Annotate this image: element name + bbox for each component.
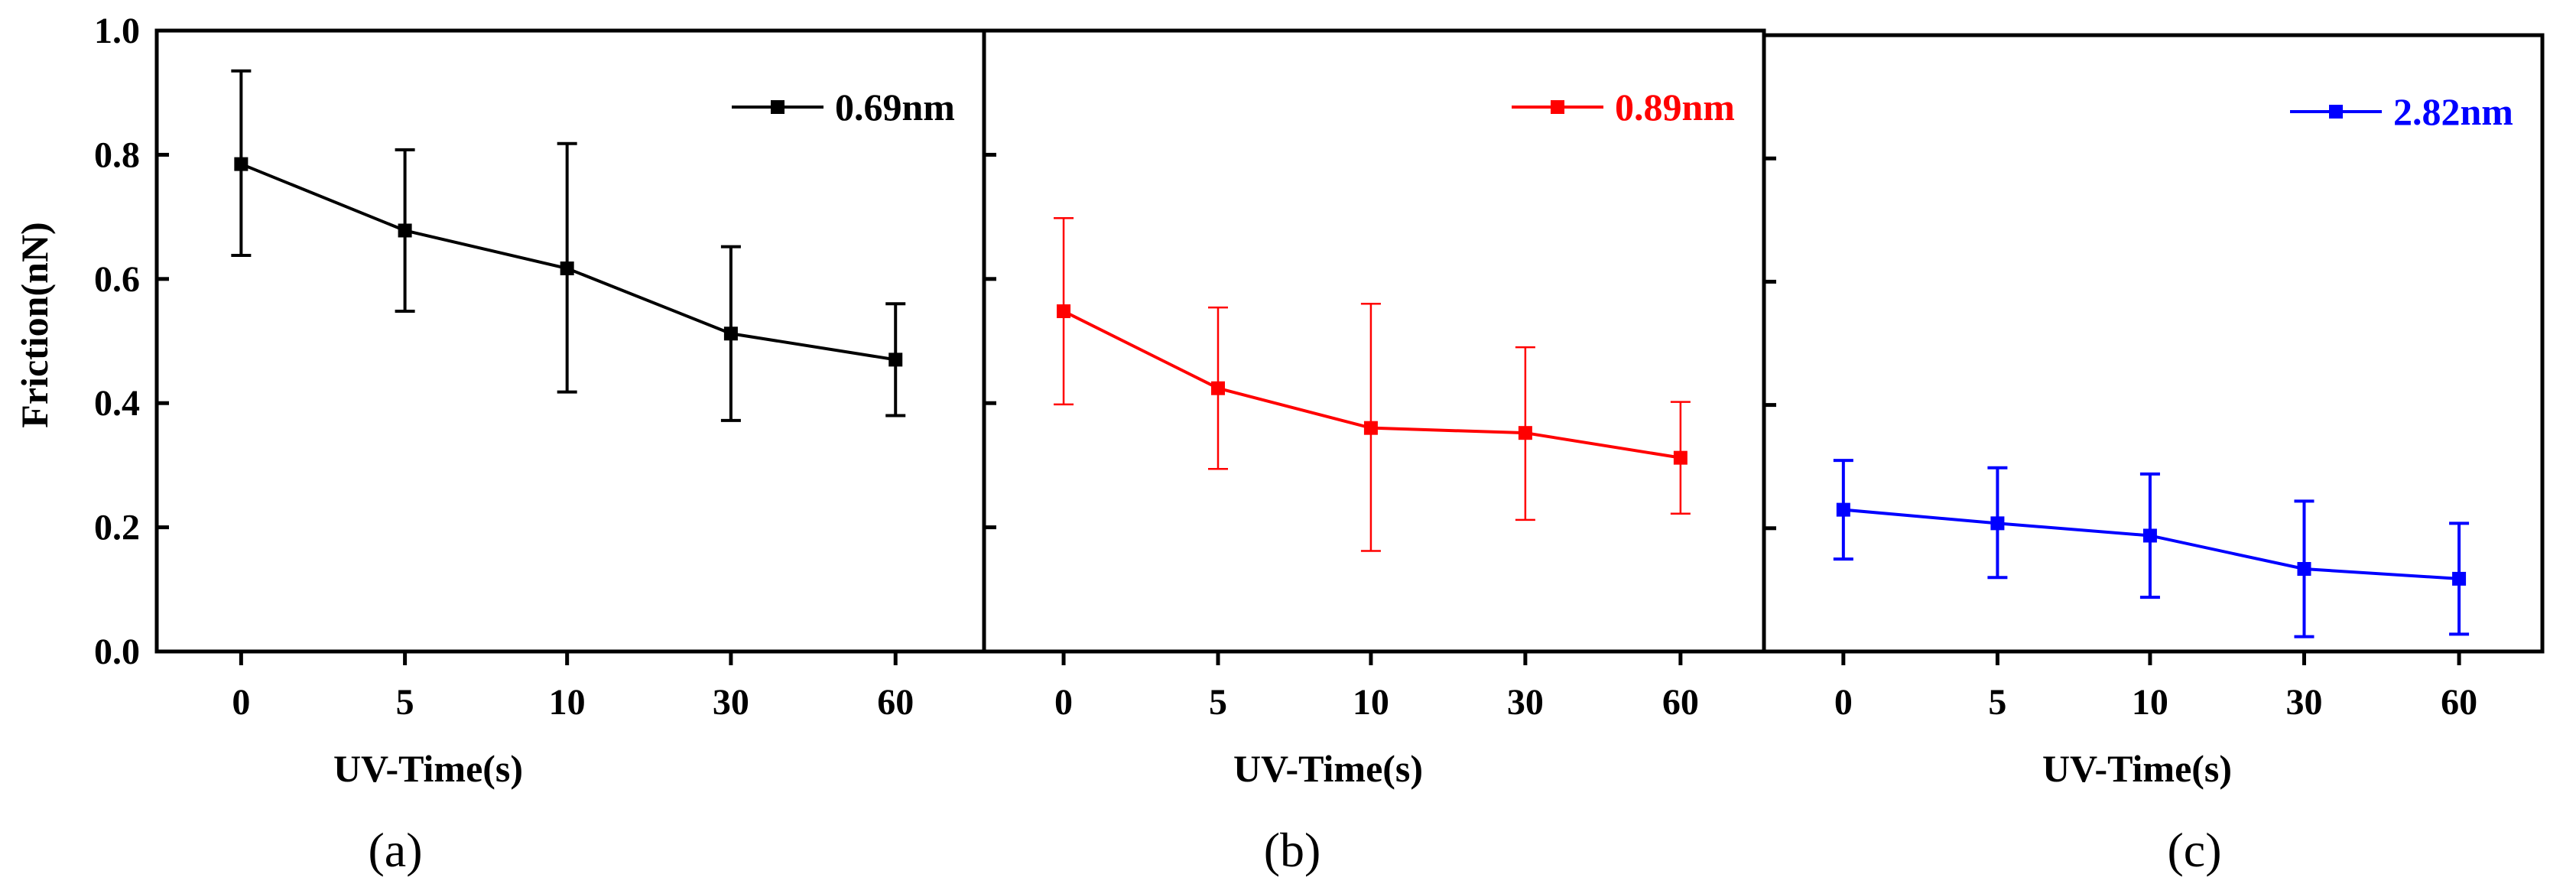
panel-a-x-tick-label: 30 <box>713 682 749 723</box>
panel-b-data-point <box>1673 450 1688 465</box>
panel-a-y-tick-label: 0.6 <box>94 259 140 300</box>
panel-b-data-point <box>1211 381 1225 395</box>
panel-a-x-tick-label: 5 <box>396 682 414 723</box>
panel-b-x-axis-title: UV-Time(s) <box>1233 747 1423 790</box>
panel-c-x-tick-label: 60 <box>2441 682 2477 723</box>
panel-c-data-point <box>1990 516 2005 531</box>
panel-b-x-tick-label: 0 <box>1054 682 1073 723</box>
panel-c-x-tick-label: 5 <box>1988 682 2006 723</box>
panel-c-x-tick-label: 30 <box>2285 682 2322 723</box>
panel-b-data-point <box>1057 304 1071 319</box>
panel-b: UV-Time(s) (b) 0 5 10 30 60 0.89nm <box>982 28 1766 877</box>
panel-c-caption: (c) <box>2167 823 2221 877</box>
panel-a-y-tick-label: 0.8 <box>94 135 140 175</box>
panel-c-legend-label: 2.82nm <box>2393 90 2513 133</box>
panel-a-data-point <box>888 353 903 367</box>
panel-b-caption: (b) <box>1264 823 1321 877</box>
panel-a-y-tick-label: 1.0 <box>94 11 140 51</box>
panel-c-legend: 2.82nm <box>2290 90 2513 133</box>
panel-a-x-axis-title: UV-Time(s) <box>333 747 523 790</box>
panel-b-legend: 0.89nm <box>1512 86 1735 128</box>
panel-a-data-point <box>398 223 412 238</box>
panel-a: UV-Time(s) (a) 0.0 0.2 0.4 0.6 0.8 1.0 0 5 10 30 6… <box>94 11 986 877</box>
panel-a-x-tick-label: 10 <box>549 682 586 723</box>
panel-b-data-point <box>1363 421 1378 435</box>
panel-c-frame <box>1762 33 2545 654</box>
panel-a-caption: (a) <box>368 823 422 877</box>
panel-a-data-point <box>560 261 574 275</box>
panel-c-legend-marker <box>2329 105 2343 119</box>
panel-a-legend-marker <box>771 100 784 114</box>
panel-a-y-tick-label: 0.4 <box>94 383 140 424</box>
panel-b-x-tick-label: 10 <box>1353 682 1389 723</box>
panel-b-data-point <box>1518 426 1532 440</box>
panel-c-data-point <box>2142 528 2157 543</box>
panel-a-y-tick-label: 0.2 <box>94 508 140 548</box>
panel-a-x-tick-label: 0 <box>232 682 250 723</box>
panel-b-x-tick-label: 5 <box>1209 682 1227 723</box>
panel-c-data-point <box>2452 571 2467 586</box>
y-axis-title: Friction(nN) <box>13 222 56 427</box>
panel-a-legend: 0.69nm <box>732 86 955 128</box>
panel-b-x-tick-label: 60 <box>1662 682 1699 723</box>
panel-c-data-point <box>2297 561 2311 576</box>
panel-a-data-point <box>723 327 738 341</box>
panel-c-data-point <box>1836 502 1850 517</box>
panel-b-x-tick-label: 30 <box>1507 682 1544 723</box>
panel-b-legend-marker <box>1551 100 1564 114</box>
panel-b-legend-label: 0.89nm <box>1615 86 1735 128</box>
panel-a-data-point <box>234 157 249 171</box>
panel-a-x-tick-label: 60 <box>877 682 914 723</box>
panel-c-x-axis-title: UV-Time(s) <box>2042 747 2232 790</box>
panel-a-y-tick-label: 0.0 <box>94 632 140 672</box>
panel-c: UV-Time(s) (c) 0 5 10 30 60 2.82nm <box>1762 33 2545 877</box>
panel-c-x-tick-label: 0 <box>1834 682 1853 723</box>
panel-a-legend-label: 0.69nm <box>835 86 955 128</box>
panel-c-x-tick-label: 10 <box>2132 682 2168 723</box>
